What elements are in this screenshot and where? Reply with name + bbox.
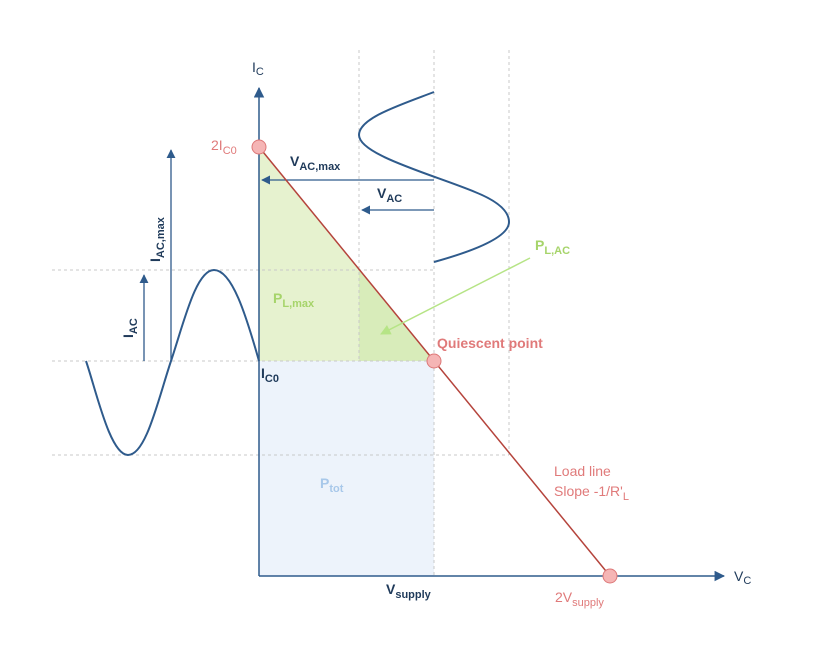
load-line-label: Load line — [554, 463, 611, 479]
ptot-label: Ptot — [320, 475, 344, 495]
vac-label: VAC — [377, 185, 402, 205]
slope-label: Slope -1/R'L — [554, 483, 629, 503]
iac-label: IAC — [120, 318, 140, 338]
two-vsupply-label: 2Vsupply — [555, 589, 604, 609]
iac-max-label: IAC,max — [147, 216, 167, 262]
pl-ac-arrow — [380, 257, 531, 335]
ic0-label: IC0 — [261, 365, 279, 385]
ic-axis-label: IC — [252, 59, 264, 78]
vsupply-label: Vsupply — [386, 581, 432, 601]
point-2vsupply — [602, 568, 618, 584]
point-2ic0 — [251, 139, 267, 155]
quiescent-label: Quiescent point — [437, 335, 543, 351]
quiescent-point — [426, 353, 442, 369]
pl-max-label: PL,max — [273, 290, 315, 310]
current-waveform — [85, 268, 260, 457]
vc-axis-label: VC — [734, 568, 751, 587]
vac-max-label: VAC,max — [290, 153, 341, 173]
pl-ac-label: PL,AC — [535, 237, 570, 257]
two-ic0-label: 2IC0 — [211, 137, 237, 157]
voltage-waveform — [357, 91, 511, 263]
ptot-region — [259, 361, 434, 576]
